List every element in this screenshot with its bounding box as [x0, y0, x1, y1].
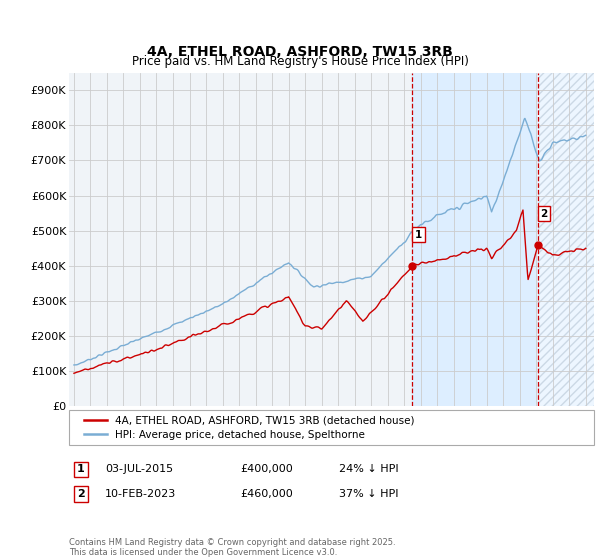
Text: 4A, ETHEL ROAD, ASHFORD, TW15 3RB: 4A, ETHEL ROAD, ASHFORD, TW15 3RB — [147, 45, 453, 59]
Bar — [538, 73, 594, 406]
Text: 37% ↓ HPI: 37% ↓ HPI — [339, 489, 398, 499]
Text: £460,000: £460,000 — [240, 489, 293, 499]
Bar — [538, 73, 594, 406]
FancyBboxPatch shape — [69, 410, 594, 445]
Text: Contains HM Land Registry data © Crown copyright and database right 2025.
This d: Contains HM Land Registry data © Crown c… — [69, 538, 395, 557]
Legend: 4A, ETHEL ROAD, ASHFORD, TW15 3RB (detached house), HPI: Average price, detached: 4A, ETHEL ROAD, ASHFORD, TW15 3RB (detac… — [79, 412, 419, 444]
Text: 03-JUL-2015: 03-JUL-2015 — [105, 464, 173, 474]
Text: £400,000: £400,000 — [240, 464, 293, 474]
Text: 1: 1 — [415, 230, 422, 240]
Text: 2: 2 — [541, 209, 548, 218]
Text: 10-FEB-2023: 10-FEB-2023 — [105, 489, 176, 499]
Text: Price paid vs. HM Land Registry's House Price Index (HPI): Price paid vs. HM Land Registry's House … — [131, 55, 469, 68]
Bar — [412, 73, 538, 406]
Text: 24% ↓ HPI: 24% ↓ HPI — [339, 464, 398, 474]
Text: 1: 1 — [77, 464, 85, 474]
Text: 2: 2 — [77, 489, 85, 499]
